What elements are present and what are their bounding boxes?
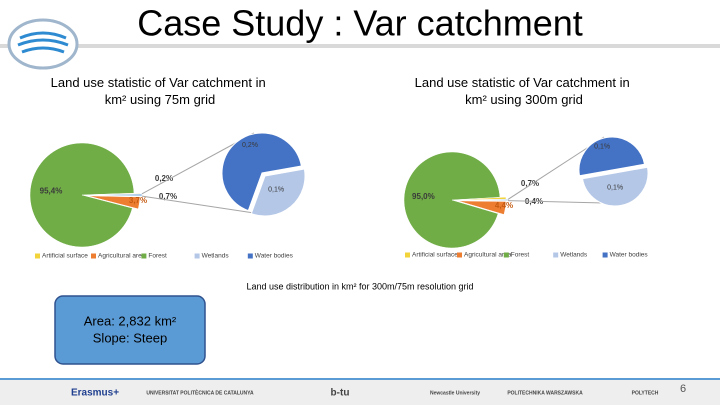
legend-label: Wetlands (560, 252, 588, 259)
data-label: 0,7% (159, 192, 177, 201)
legend-swatch (553, 252, 559, 258)
pie-slice (87, 195, 141, 210)
chart-title-line: km² using 75m grid (105, 92, 216, 107)
legend-swatch (405, 252, 410, 258)
slide-title: Case Study : Var catchment (137, 3, 583, 44)
data-label: 0,2% (155, 174, 173, 183)
legend-swatch (141, 253, 147, 259)
footer-logo: b-tu (331, 388, 350, 399)
legend-swatch (194, 253, 200, 259)
data-label: 0,1% (268, 187, 284, 194)
header-logo-waves (17, 31, 69, 54)
data-label: 0,2% (242, 142, 258, 149)
info-line: Slope: Steep (93, 330, 167, 345)
connector (141, 195, 255, 214)
chart-title-line: km² using 300m grid (465, 92, 583, 107)
caption: Land use distribution in km² for 300m/75… (246, 281, 473, 291)
chart-title: Land use statistic of Var catchment in k… (51, 75, 270, 107)
data-label: 0,7% (521, 179, 539, 188)
legend-label: Water bodies (610, 252, 649, 259)
data-label: 95,4% (40, 187, 63, 196)
pie-slice-other (459, 199, 509, 201)
chart-title: Land use statistic of Var catchment in k… (415, 75, 634, 107)
legend-label: Forest (511, 252, 530, 259)
footer-logo: POLYTECH (632, 390, 659, 396)
footer-line (0, 378, 720, 380)
legend-label: Forest (148, 253, 167, 260)
pie-slice (403, 151, 501, 249)
header-bar (0, 44, 720, 48)
data-label: 3,7% (129, 196, 147, 205)
footer-logo: POLITECHNIKA WARSZAWSKA (507, 390, 583, 396)
data-label: 0,1% (607, 185, 623, 192)
legend-swatch (91, 253, 96, 259)
pie-slice (581, 166, 649, 207)
legend-label: Water bodies (255, 253, 294, 260)
data-label: 95,0% (412, 192, 435, 201)
chart-title-line: Land use statistic of Var catchment in (51, 75, 270, 90)
info-line: Area: 2,832 km² (84, 313, 177, 328)
header-logo (7, 18, 79, 70)
footer-logo: UNIVERSITAT POLITÈCNICA DE CATALUNYA (146, 388, 254, 396)
data-label: 0,1% (594, 144, 610, 151)
pie-slice (250, 168, 306, 217)
legend-label: Artificial surface (42, 253, 88, 260)
legend-label: Artificial surface (412, 252, 458, 259)
info-box (54, 295, 206, 365)
pie-slice-other (89, 193, 143, 197)
chart-title-line: Land use statistic of Var catchment in (415, 75, 634, 90)
pie-slice (29, 142, 135, 248)
footer-bar (0, 378, 720, 405)
footer-logo: Newcastle University (430, 390, 480, 396)
pie-slice (578, 136, 646, 177)
legend-swatch (602, 252, 608, 258)
footer-logo: Erasmus+ (71, 388, 119, 399)
legend-label: Agricultural area (98, 253, 146, 260)
legend-label: Wetlands (202, 253, 230, 260)
pie-slice (457, 200, 507, 215)
legend-swatch (503, 252, 509, 258)
connector (507, 200, 605, 204)
legend-swatch (35, 253, 40, 259)
pie-slice (221, 132, 302, 212)
legend-swatch (457, 252, 462, 258)
legend-swatch (247, 253, 253, 259)
legend-label: Agricultural area (464, 252, 512, 259)
page-number: 6 (680, 383, 686, 395)
data-label: 4,4% (495, 201, 513, 210)
